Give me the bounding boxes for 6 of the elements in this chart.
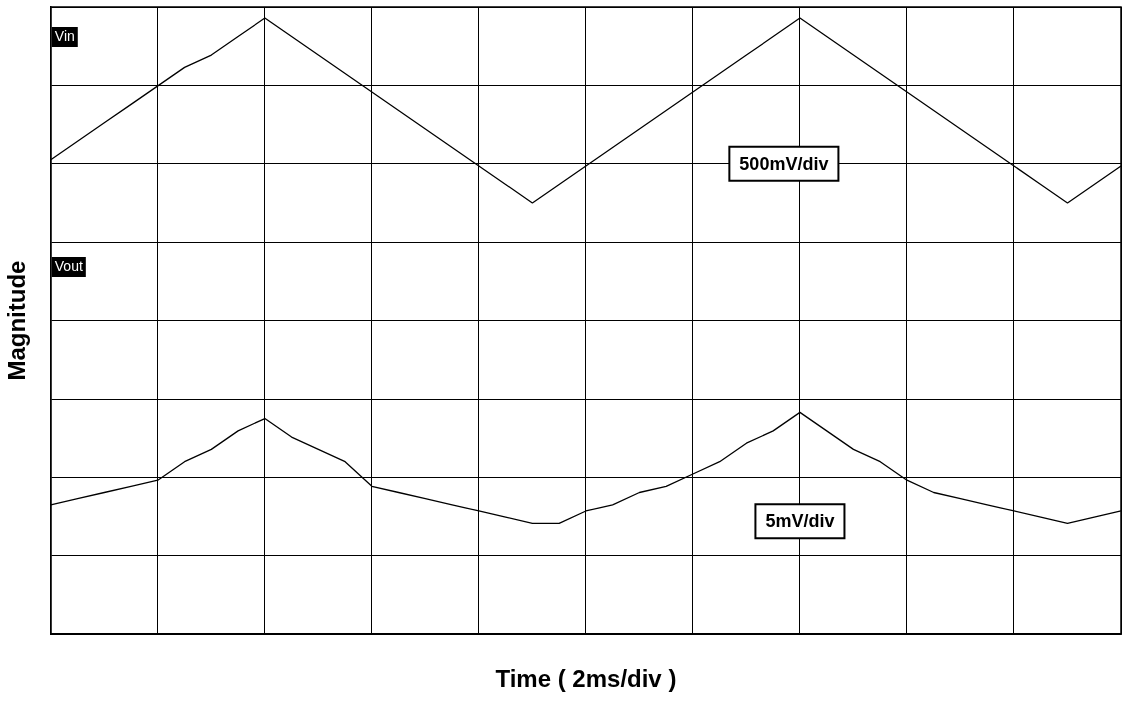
annotation: 500mV/div <box>739 153 829 174</box>
text: Vin <box>54 27 75 44</box>
y-axis-title: Magnitude <box>3 260 31 381</box>
annotation: 5mV/div <box>765 511 835 532</box>
text: Vout <box>54 257 83 274</box>
x-axis-title: Time ( 2ms/div ) <box>495 665 677 693</box>
